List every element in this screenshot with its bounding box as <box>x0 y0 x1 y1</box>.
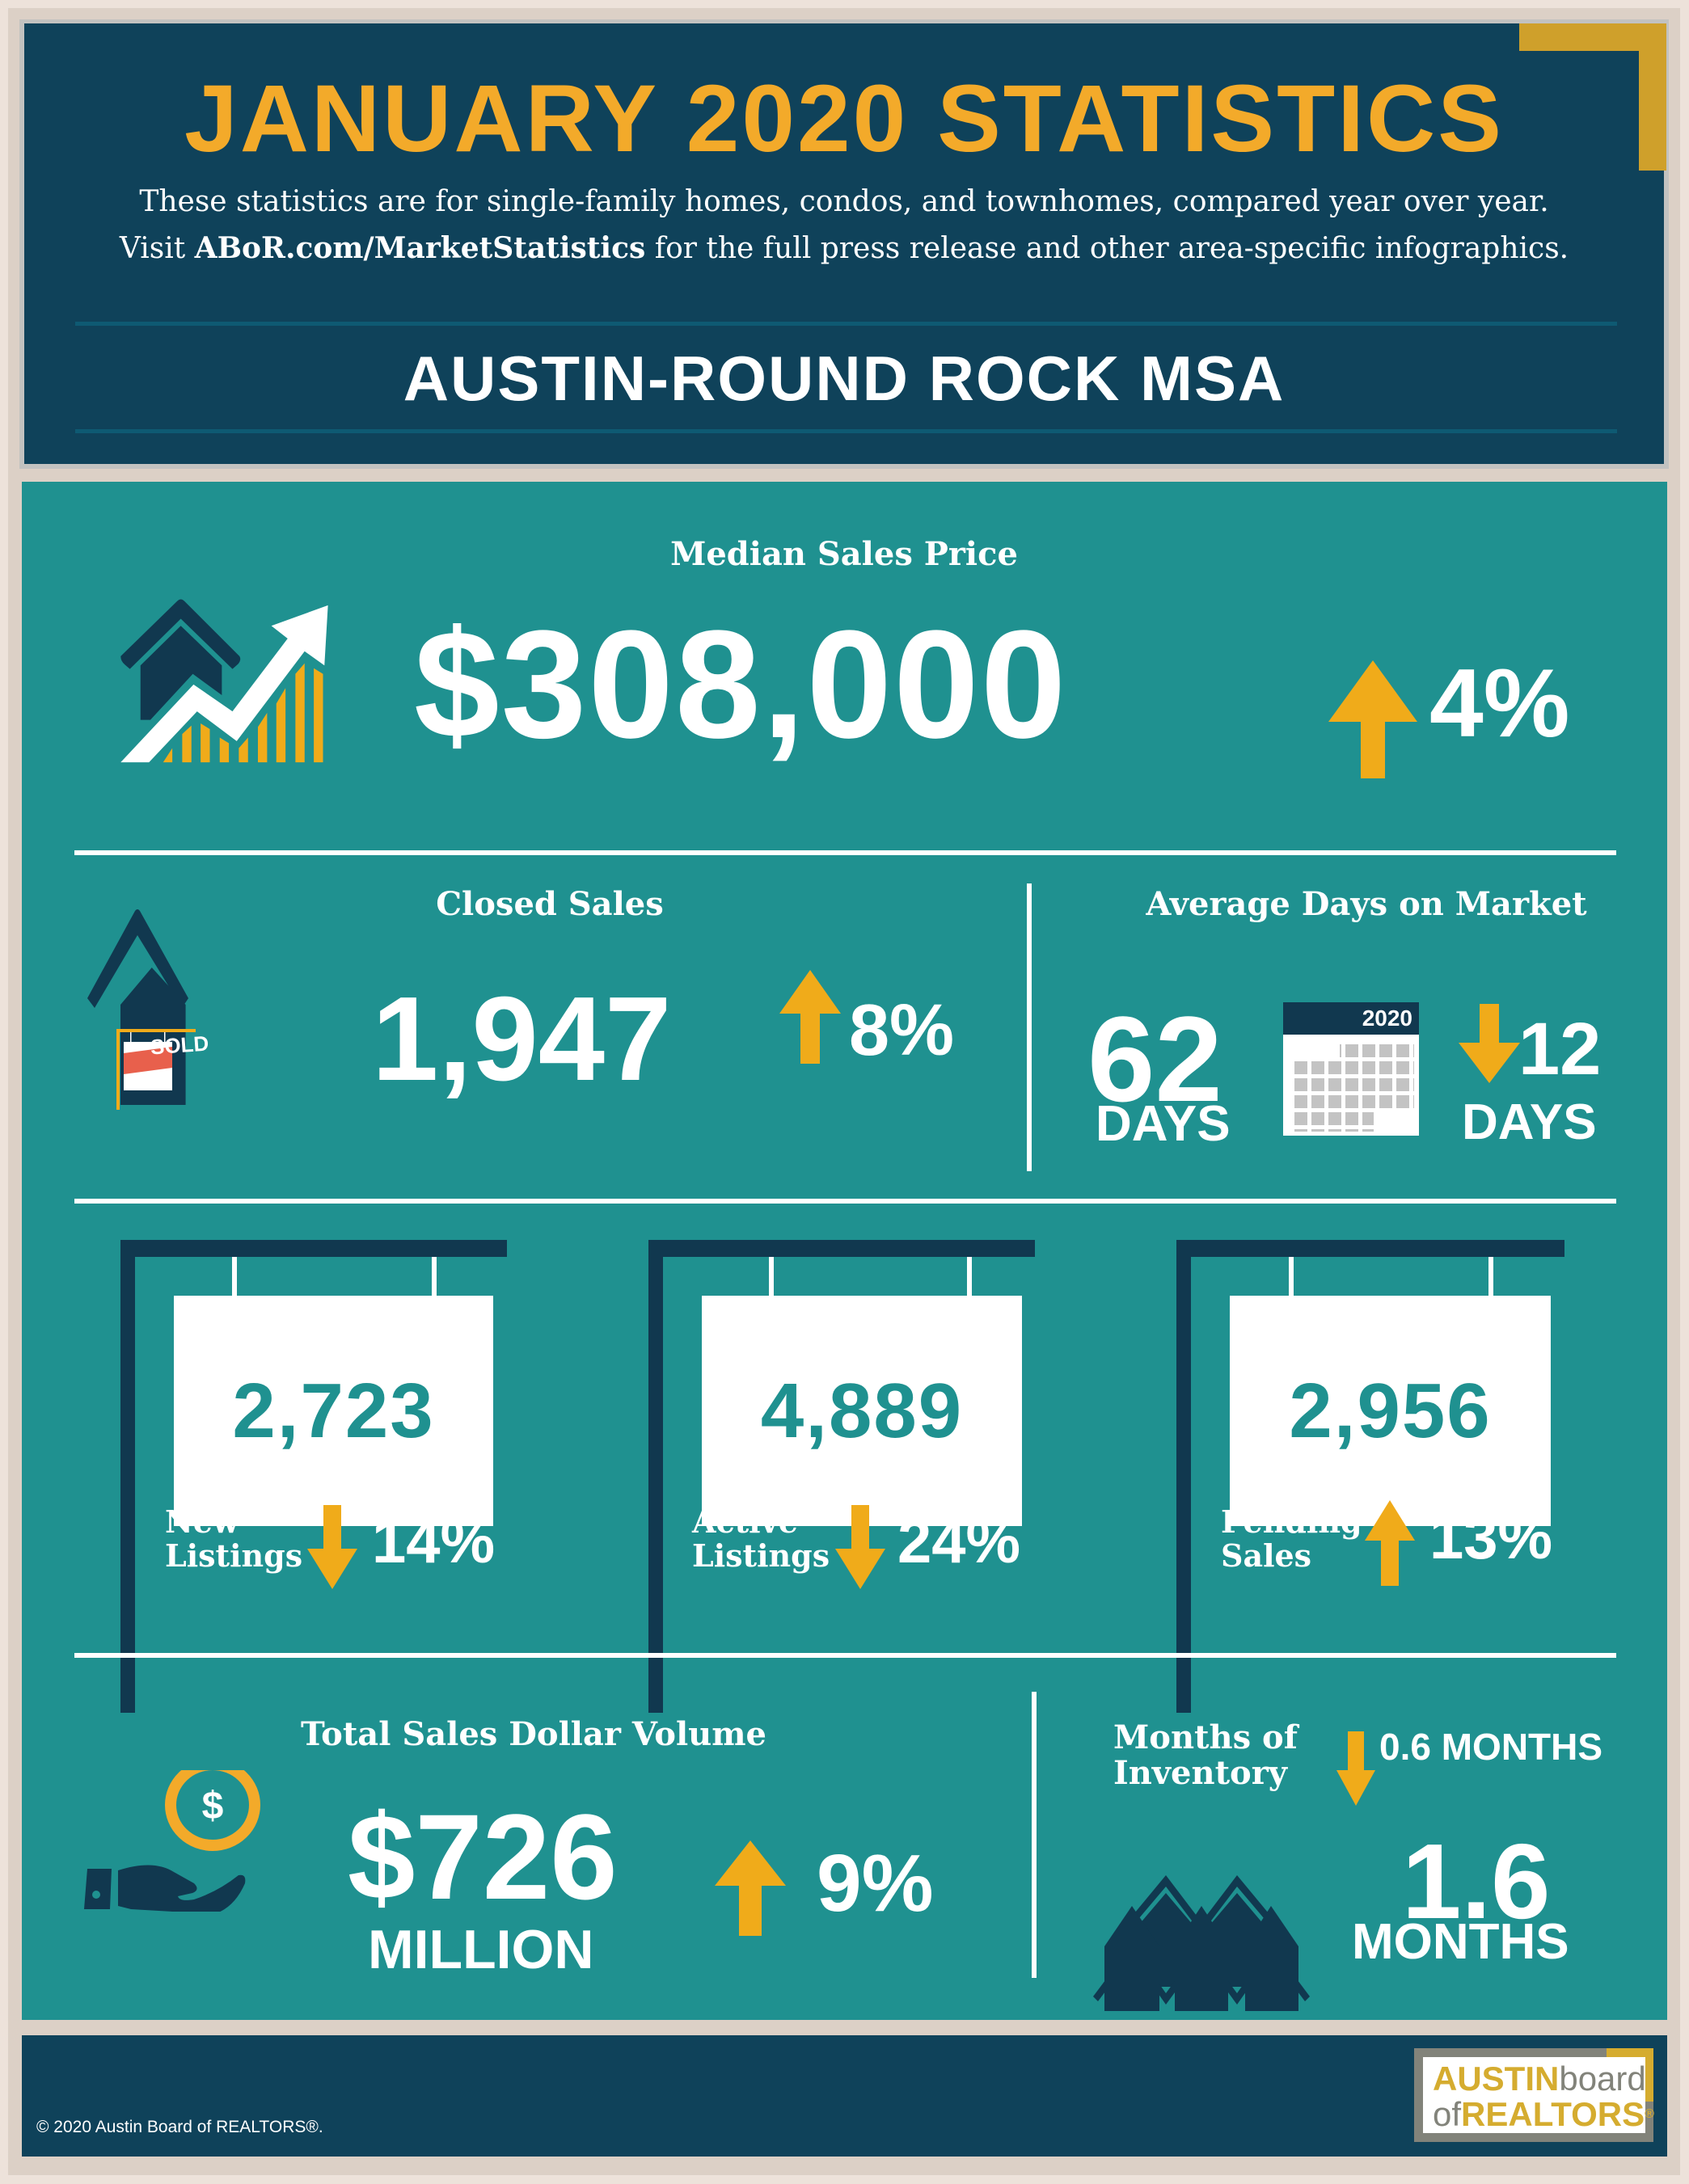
pending-sales-label-line2: Sales <box>1221 1537 1312 1574</box>
avg-days-unit: DAYS <box>1096 1096 1231 1152</box>
median-sales-price-label: Median Sales Price <box>670 535 1018 573</box>
arrow-down-icon <box>307 1505 357 1589</box>
closed-sales-value: 1,947 <box>372 972 672 1106</box>
new-listings-sign: 2,723 <box>174 1296 493 1526</box>
arrow-down-icon <box>835 1505 885 1589</box>
logo-board: board <box>1559 2060 1646 2098</box>
months-inventory-label: Months of Inventory <box>1113 1720 1298 1791</box>
pending-sales-label-line1: Pending <box>1221 1503 1362 1540</box>
houses-icon <box>1093 1875 1310 2011</box>
sold-sign-text: SOLD <box>150 1031 210 1060</box>
sign-arm <box>648 1240 1035 1257</box>
new-listings-change: 14% <box>372 1507 496 1576</box>
sold-house-icon <box>87 909 196 1110</box>
subtitle-line-2: Visit ABoR.com/MarketStatistics for the … <box>24 230 1664 267</box>
sign-hook <box>769 1257 774 1296</box>
coin-dollar-sign: $ <box>202 1785 224 1828</box>
calendar-blank-cells <box>1374 1111 1417 1133</box>
section-divider <box>74 1199 1616 1204</box>
sign-hook <box>432 1257 437 1296</box>
arrow-down-icon <box>1336 1731 1375 1806</box>
arrow-down-icon <box>1459 1004 1520 1083</box>
section-divider <box>74 850 1616 855</box>
logo-austin: AUSTIN <box>1433 2060 1560 2098</box>
subtitle-suffix: for the full press release and other are… <box>645 232 1569 265</box>
closed-sales-change: 8% <box>849 990 955 1071</box>
active-listings-change: 24% <box>897 1507 1021 1576</box>
new-listings-label-line1: New <box>165 1503 239 1540</box>
logo-background <box>1423 2057 1645 2133</box>
arrow-up-icon <box>779 970 841 1064</box>
calendar-header <box>1283 1002 1419 1035</box>
avg-days-change: 12 <box>1518 1008 1602 1090</box>
sign-hook <box>1488 1257 1493 1296</box>
avg-days-on-market-label: Average Days on Market <box>1146 885 1587 923</box>
header-divider-bottom <box>75 429 1617 433</box>
total-sales-volume-value: $726 <box>348 1789 618 1925</box>
section-divider <box>74 1653 1616 1658</box>
pending-sales-label: Pending Sales <box>1221 1505 1362 1573</box>
sign-hook <box>1289 1257 1294 1296</box>
new-listings-label-line2: Listings <box>165 1537 303 1574</box>
gold-corner-accent-vertical <box>1639 23 1666 171</box>
vertical-divider <box>1032 1692 1037 1978</box>
closed-sales-label: Closed Sales <box>436 885 664 923</box>
months-inventory-label-line2: Inventory <box>1113 1754 1288 1792</box>
months-inventory-change: 0.6 MONTHS <box>1379 1726 1603 1768</box>
new-listings-label: New Listings <box>165 1505 302 1573</box>
avg-days-change-unit: DAYS <box>1462 1094 1597 1150</box>
footer-panel <box>22 2035 1667 2157</box>
logo-registered: ® <box>1645 2107 1654 2121</box>
total-sales-volume-unit: MILLION <box>368 1919 594 1980</box>
header-divider-top <box>75 322 1617 326</box>
pending-sales-change: 13% <box>1429 1503 1553 1572</box>
median-sales-price-value: $308,000 <box>414 599 1068 770</box>
header-panel <box>24 23 1664 464</box>
subtitle-line-1: These statistics are for single-family h… <box>139 185 1549 218</box>
arrow-up-icon <box>715 1840 786 1936</box>
sign-post <box>120 1240 135 1713</box>
logo-line-2: ofREALTORS® <box>1433 2097 1654 2132</box>
arrow-up-icon <box>1328 660 1417 778</box>
copyright: © 2020 Austin Board of REALTORS®. <box>36 2118 323 2136</box>
calendar-blank-cells <box>1291 1043 1340 1059</box>
arrow-up-icon <box>1365 1500 1415 1586</box>
median-sales-price-change: 4% <box>1429 649 1570 757</box>
market-statistics-link[interactable]: ABoR.com/MarketStatistics <box>194 231 646 265</box>
active-listings-label-line2: Listings <box>692 1537 830 1574</box>
logo-of: of <box>1433 2095 1462 2133</box>
page-title: JANUARY 2020 STATISTICS <box>184 65 1504 172</box>
months-inventory-unit: MONTHS <box>1352 1914 1569 1970</box>
calendar-icon: 2020 <box>1283 1002 1419 1136</box>
logo-line-1: AUSTINboard <box>1433 2061 1646 2097</box>
avg-days-value: 62 <box>1087 991 1222 1127</box>
hand-coin-icon: $ <box>84 1770 260 1912</box>
active-listings-value: 4,889 <box>760 1367 964 1454</box>
sign-arm <box>1176 1240 1564 1257</box>
active-listings-sign: 4,889 <box>702 1296 1022 1526</box>
subtitle-prefix: Visit <box>119 232 195 265</box>
active-listings-label-line1: Active <box>692 1503 798 1540</box>
sign-post <box>648 1240 663 1713</box>
sign-post <box>1176 1240 1191 1713</box>
region-title: AUSTIN-ROUND ROCK MSA <box>403 343 1286 414</box>
active-listings-label: Active Listings <box>692 1505 830 1573</box>
pending-sales-value: 2,956 <box>1289 1367 1492 1454</box>
total-sales-volume-change: 9% <box>817 1838 934 1929</box>
vertical-divider <box>1027 883 1032 1171</box>
sign-hook <box>967 1257 972 1296</box>
months-inventory-value: 1.6 <box>1402 1822 1551 1941</box>
months-inventory-label-line1: Months of <box>1113 1718 1298 1756</box>
sign-arm <box>120 1240 507 1257</box>
new-listings-value: 2,723 <box>232 1367 435 1454</box>
calendar-year: 2020 <box>1362 1006 1412 1031</box>
logo-realtors: REALTORS <box>1461 2095 1645 2133</box>
sign-hook <box>232 1257 237 1296</box>
total-sales-volume-label: Total Sales Dollar Volume <box>300 1715 767 1753</box>
pending-sales-sign: 2,956 <box>1230 1296 1551 1526</box>
house-chart-up-icon <box>120 599 328 763</box>
